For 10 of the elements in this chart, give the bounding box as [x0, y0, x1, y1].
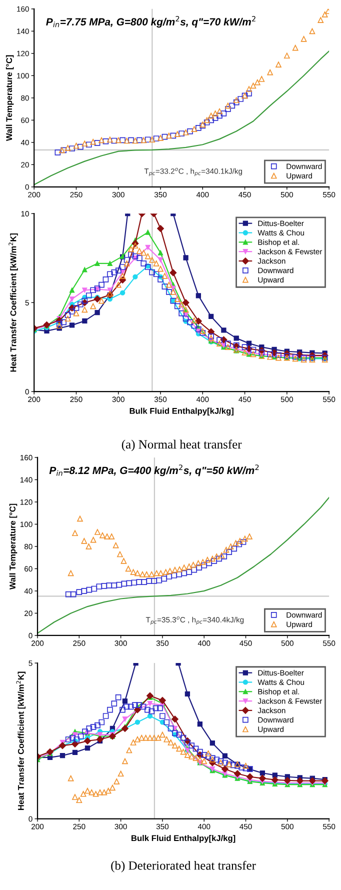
x-axis-title: Bulk Fluid Enthalpy[kJ/kg] [132, 834, 236, 843]
y-axis-title: Heat Transfer Coefficient [kW/m$^{2}$K] [8, 233, 18, 372]
y-axis-title: Wall Temperature [°C] [9, 504, 18, 590]
y-axis-title: Wall Temperature [°C] [6, 55, 14, 141]
text: P$_{in}$=8.12 MPa, G=400 kg/m$^{2}$s, q"=50 kW/m$^{2}$ [49, 464, 259, 476]
y-axis-title: Heat Transfer Coefficient [kW/m$^{2}$K] [16, 672, 26, 810]
text: (a) Normal heat transfer [122, 440, 242, 452]
x-axis-title: Bulk Fluid Enthalpy[kJ/kg] [130, 408, 234, 416]
text: P$_{in}$=7.75 MPa, G=800 kg/m$^{2}$s, q"=70 kW/m$^{2}$ [46, 16, 256, 28]
text: (b) Deteriorated heat transfer [111, 860, 256, 872]
